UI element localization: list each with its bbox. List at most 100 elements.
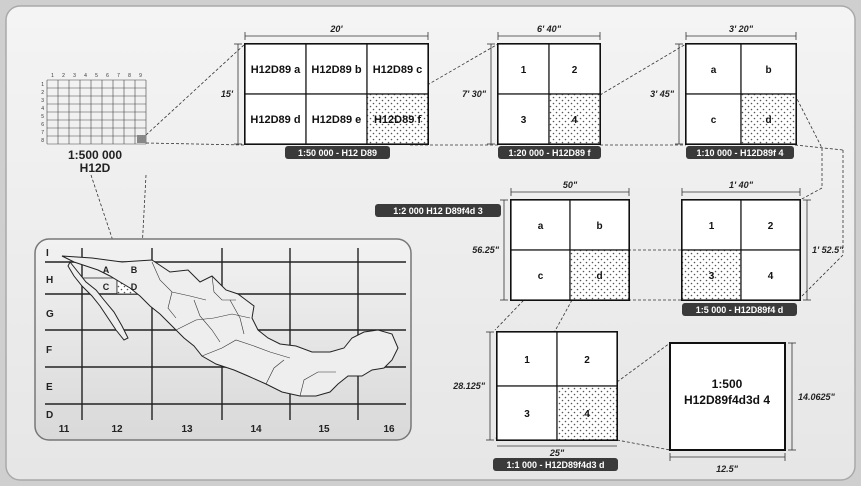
panel-side-dim: 28.125" [452, 381, 486, 391]
overview-row-label: 8 [41, 138, 44, 144]
overview-row-label: 4 [41, 106, 44, 112]
panel-side-dim: 3' 45" [650, 89, 675, 99]
panel-caption: 1:10 000 - H12D89f 4 [686, 146, 794, 159]
overview-col-label: 1 [51, 73, 54, 79]
panel-cell [548, 43, 601, 95]
overview-row-label: 5 [41, 114, 44, 120]
overview-col-label: 9 [139, 73, 142, 79]
map-row-letter: I [46, 248, 49, 259]
panel-cell [556, 331, 618, 387]
panel-p10k: a b c d 3' 20" 3' 45" 1:10 000 - H12D89f 4 [650, 24, 797, 159]
panel-cell-label: H12D89 a [251, 64, 301, 76]
overview-grid: 1 2 3 4 5 6 7 8 9 1 2 3 4 5 6 7 8 1:500 000 H12D [41, 73, 147, 175]
map-col-number: 14 [250, 424, 262, 435]
panel-cell-label: b [596, 221, 602, 232]
map-col-number: 11 [59, 424, 70, 435]
panel-500-scale: 1:500 [712, 377, 743, 391]
panel-caption-text: 1:2 000 H12 D89f4d 3 [393, 206, 483, 216]
panel-cell-label: a [538, 221, 544, 232]
panel-top-dim: 3' 20" [729, 24, 754, 34]
panel-side-dim: 1' 52.5" [812, 245, 844, 255]
mexico-map-panel: I H G F E D 11 12 13 14 15 16 A B C D [34, 238, 412, 441]
panel-cell-label: 4 [584, 409, 590, 420]
overview-row-label: 2 [41, 90, 44, 96]
map-sub-letter: D [131, 282, 138, 292]
overview-col-label: 3 [73, 73, 76, 79]
panel-cell-label: 3 [521, 115, 527, 126]
panel-side-dim: 15' [221, 89, 234, 99]
panel-500-code: H12D89f4d3d 4 [684, 393, 770, 407]
panel-cell-label: 1 [524, 355, 530, 366]
panel-cell [548, 93, 601, 145]
panel-cell [740, 93, 797, 145]
panel-cell-label: b [765, 65, 771, 76]
overview-col-label: 2 [62, 73, 65, 79]
panel-cell-label: c [538, 271, 544, 282]
overview-code: H12D [80, 161, 111, 175]
overview-col-label: 8 [128, 73, 131, 79]
panel-cell [366, 43, 429, 95]
map-row-letter: F [46, 345, 52, 356]
panel-cell [740, 199, 801, 251]
panel-cell-label: 2 [584, 355, 590, 366]
panel-cell [305, 93, 368, 145]
panel-cell [305, 43, 368, 95]
panel-caption-text: 1:10 000 - H12D89f 4 [696, 148, 783, 158]
overview-row-label: 3 [41, 98, 44, 104]
panel-caption-text: 1:5 000 - H12D89f4 d [696, 305, 784, 315]
map-col-number: 15 [318, 424, 330, 435]
panel-cell-label: d [596, 271, 602, 282]
panel-cell-label: d [765, 115, 771, 126]
panel-caption-text: 1:50 000 - H12 D89 [298, 148, 377, 158]
mexico-outline [61, 255, 399, 397]
panel-cell [496, 385, 558, 441]
panel-cell-label: 4 [768, 271, 774, 282]
panel-cell-label: 3 [709, 271, 715, 282]
panel-caption: 1:50 000 - H12 D89 [285, 146, 390, 159]
panel-cell [496, 331, 558, 387]
panel-cell-label: H12D89 b [311, 64, 361, 76]
panel-side-dim: 7' 30" [462, 89, 487, 99]
panel-cell-label: H12D89 d [250, 114, 300, 126]
map-col-number: 16 [383, 424, 395, 435]
panel-cell-label: 3 [524, 409, 530, 420]
panel-cell-label: H12D89 c [373, 64, 423, 76]
overview-col-label: 7 [117, 73, 120, 79]
panel-caption: 1:2 000 H12 D89f4d 3 [375, 204, 501, 217]
overview-row-label: 6 [41, 122, 44, 128]
panel-cell [685, 93, 742, 145]
panel-cell [366, 93, 429, 145]
map-sub-letter: A [103, 265, 110, 275]
panel-cell-label: 1 [709, 221, 715, 232]
overview-row-label: 1 [41, 82, 44, 88]
map-sub-letter: B [131, 265, 138, 275]
panel-cell [556, 385, 618, 441]
map-sub-letter: C [103, 282, 110, 292]
panel-caption: 1:1 000 - H12D89f4d3 d [493, 458, 618, 471]
panel-cell-label: 2 [572, 65, 578, 76]
panel-cell [510, 199, 571, 251]
panel-cell-label: 2 [768, 221, 774, 232]
panel-cell [244, 93, 307, 145]
panel-cell [569, 199, 630, 251]
panel-500: 1:500 H12D89f4d3d 4 12.5" 14.0625" [669, 342, 836, 474]
panel-caption-text: 1:20 000 - H12D89 f [508, 148, 591, 158]
map-row-letter: H [46, 275, 53, 286]
baja-outline [67, 261, 129, 341]
panel-side-dim: 56.25" [472, 245, 500, 255]
map-col-number: 13 [181, 424, 193, 435]
panel-cell [497, 93, 550, 145]
panel-cell-label: a [711, 65, 717, 76]
panel-cell [244, 43, 307, 95]
panel-cell-label: H12D89 f [374, 114, 421, 126]
map-row-letter: E [46, 382, 53, 393]
panel-p50k: H12D89 a H12D89 b H12D89 c H12D89 d H12D89 e… [221, 24, 429, 159]
panel-p1k: 1 2 3 4 25" 28.125" 1:1 000 - H12D89f4d3 d [452, 331, 618, 471]
overview-highlight-cell [137, 135, 146, 143]
panel-caption-text: 1:1 000 - H12D89f4d3 d [506, 460, 604, 470]
panel-top-dim: 1' 40" [729, 180, 754, 190]
map-col-number: 12 [111, 424, 123, 435]
panel-caption: 1:20 000 - H12D89 f [498, 146, 601, 159]
